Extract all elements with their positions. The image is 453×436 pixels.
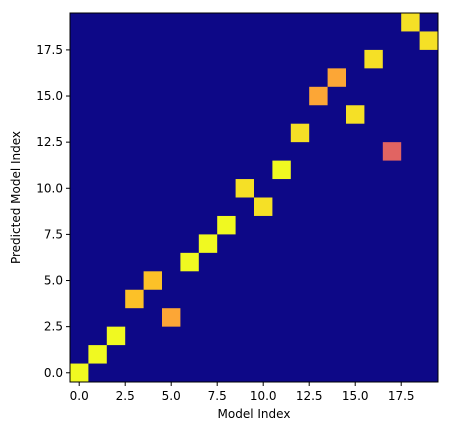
heatmap-cell xyxy=(106,326,126,346)
x-tick-label: 15.0 xyxy=(342,389,369,403)
y-axis: 0.0 2.5 5.0 7.5 10.0 12.5 15.0 17.5 xyxy=(36,43,70,380)
heatmap-cell xyxy=(143,271,162,290)
heatmap-cell xyxy=(309,86,328,106)
heatmap-cell xyxy=(272,160,291,180)
y-tick-label: 12.5 xyxy=(36,135,63,149)
y-tick-label: 15.0 xyxy=(36,89,63,103)
heatmap-cell xyxy=(162,308,181,327)
heatmap-cell xyxy=(254,197,273,216)
plot-frame xyxy=(69,12,439,383)
x-tick-label: 7.5 xyxy=(208,389,227,403)
heatmap-cell xyxy=(401,13,420,32)
x-axis-label: Model Index xyxy=(218,407,291,421)
heatmap-cell xyxy=(382,142,402,161)
heatmap-cell xyxy=(70,363,89,382)
heatmap-cell xyxy=(327,68,346,87)
heatmap-cell xyxy=(180,252,199,272)
heatmap-cell xyxy=(346,105,365,124)
heatmap-cell xyxy=(88,345,107,364)
y-tick-label: 0.0 xyxy=(44,366,63,380)
y-axis-label: Predicted Model Index xyxy=(9,131,23,264)
heatmap-cell xyxy=(198,234,218,253)
x-tick-label: 2.5 xyxy=(116,389,135,403)
y-tick-label: 10.0 xyxy=(36,181,63,195)
y-tick-label: 17.5 xyxy=(36,43,63,57)
heatmap-cell xyxy=(419,31,438,50)
heatmap-cell xyxy=(217,215,236,235)
x-tick-label: 12.5 xyxy=(296,389,323,403)
y-tick-label: 2.5 xyxy=(44,320,63,334)
x-tick-label: 0.0 xyxy=(70,389,89,403)
x-tick-label: 10.0 xyxy=(250,389,277,403)
heatmap-cell xyxy=(235,179,254,198)
heatmap-cell xyxy=(364,49,383,69)
heatmap-cell xyxy=(125,289,144,309)
y-tick-label: 7.5 xyxy=(44,227,63,241)
y-tick-label: 5.0 xyxy=(44,274,63,288)
x-axis: 0.0 2.5 5.0 7.5 10.0 12.5 15.0 17.5 xyxy=(70,382,415,403)
cells-layer xyxy=(70,13,438,382)
x-tick-label: 17.5 xyxy=(388,389,415,403)
heatmap-cell xyxy=(290,123,310,143)
plot-area xyxy=(69,12,439,383)
x-tick-label: 5.0 xyxy=(162,389,181,403)
